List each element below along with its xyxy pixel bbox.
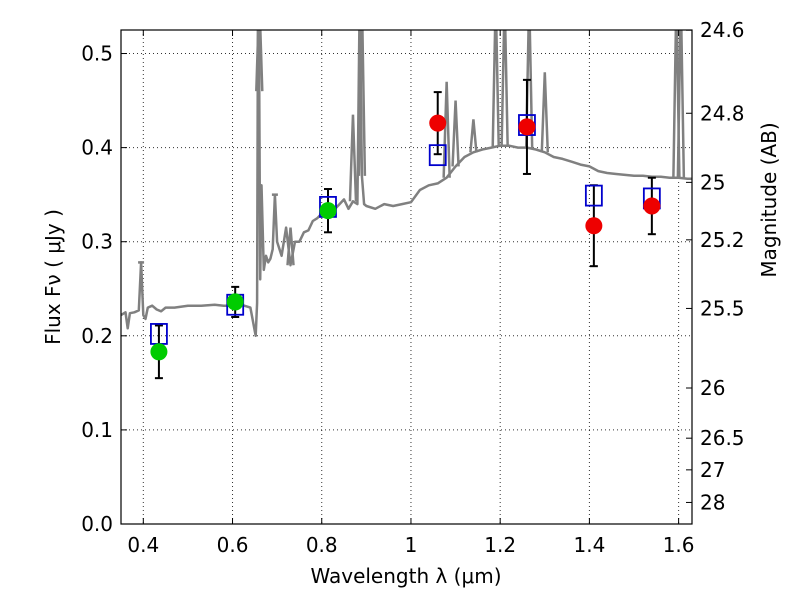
y-tick-label: 0.5 xyxy=(81,42,113,66)
emission-line xyxy=(348,114,358,202)
y-tick-label: 0.2 xyxy=(81,324,113,348)
emission-line xyxy=(540,72,550,153)
y-tick-label: 0.1 xyxy=(81,418,113,442)
x-tick-label: 0.4 xyxy=(127,533,159,557)
observed-flux-point xyxy=(319,202,337,220)
x-axis-title: Wavelength λ (μm) xyxy=(310,564,501,588)
y-axis-title: Flux Fν ( μJy ) xyxy=(41,209,65,345)
y-right-tick-label: 25.2 xyxy=(700,228,745,252)
observed-flux-point xyxy=(429,114,447,132)
emission-line xyxy=(357,30,367,176)
y-tick-label: 0.4 xyxy=(81,136,113,160)
observed-flux-point xyxy=(643,197,661,215)
y-axis-right-title: Magnitude (AB) xyxy=(757,122,781,277)
emission-line xyxy=(676,30,686,178)
emission-line xyxy=(451,100,460,167)
emission-line xyxy=(255,30,264,92)
x-tick-label: 1 xyxy=(405,533,418,557)
y-right-tick-label: 28 xyxy=(700,490,725,514)
plot-background xyxy=(121,30,692,524)
y-right-tick-label: 27 xyxy=(700,458,725,482)
y-right-tick-label: 26 xyxy=(700,376,725,400)
y-tick-label: 0.3 xyxy=(81,230,113,254)
plot-frame xyxy=(120,29,693,525)
y-right-tick-label: 24.6 xyxy=(700,18,745,42)
y-right-tick-label: 24.8 xyxy=(700,101,745,125)
x-tick-label: 1.4 xyxy=(573,533,605,557)
observed-flux-point xyxy=(518,118,536,136)
axis-ticks: 0.4 0.6 0.8 1 1.2 1.4 1.6 0.0 0.1 0.2 0.3 0.4 0.5 24.… xyxy=(81,18,744,557)
x-tick-label: 1.2 xyxy=(484,533,516,557)
emission-line xyxy=(469,119,478,153)
observed-flux-point xyxy=(585,217,603,235)
y-right-tick-label: 25 xyxy=(700,170,725,194)
emission-line xyxy=(491,30,500,147)
y-tick-label: 0.0 xyxy=(81,512,113,536)
emission-line xyxy=(500,30,509,146)
observed-flux-point xyxy=(150,343,168,361)
y-right-tick-label: 26.5 xyxy=(700,426,745,450)
x-tick-label: 1.6 xyxy=(663,533,695,557)
x-tick-label: 0.8 xyxy=(306,533,338,557)
y-right-tick-label: 25.5 xyxy=(700,296,745,320)
emission-line xyxy=(286,227,295,266)
model-flux-marker xyxy=(584,184,603,207)
x-tick-label: 0.6 xyxy=(217,533,249,557)
observed-flux-point xyxy=(226,293,244,311)
markers-layer xyxy=(150,78,661,380)
model-flux-marker xyxy=(428,144,447,167)
